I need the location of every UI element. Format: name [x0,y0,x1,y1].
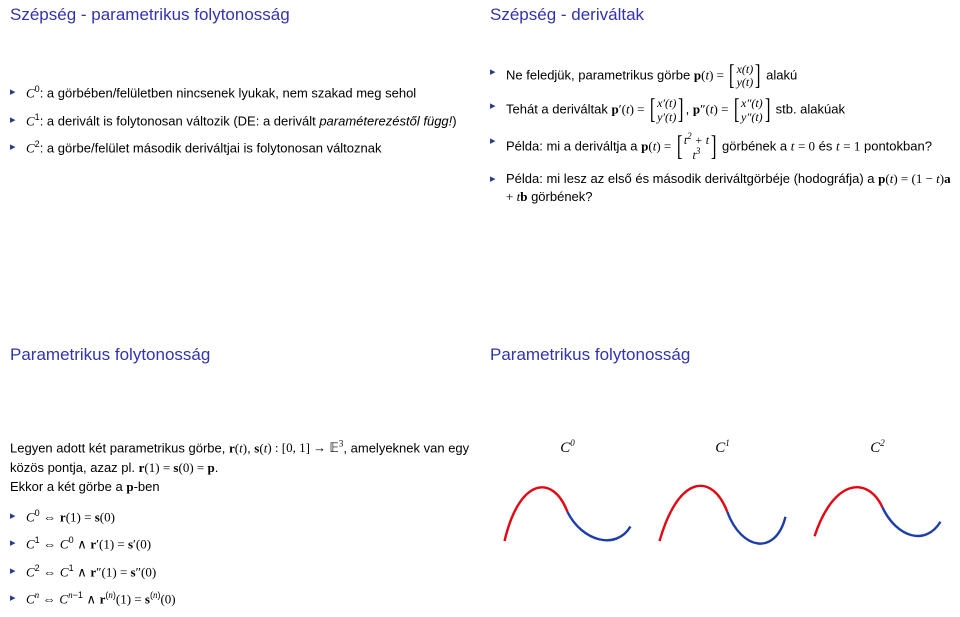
cond-cn: Cn ⇔ Cn−1 ∧ r(n)(1) = s(n)(0) [10,589,470,609]
curve-c2-blue [882,507,940,536]
cond-c1: C1 ⇔ C0 ∧ r′(1) = s′(0) [10,534,470,554]
panel-parametric-continuity-figs: Parametrikus folytonosság C0 C1 C2 [490,345,955,567]
curve-c1-blue [727,512,785,544]
intro-text: Legyen adott két parametrikus görbe, r(t… [10,438,470,497]
item-c2: C2: a görbe/felület második deriváltjai … [10,138,470,158]
curve-c1-red [660,486,728,541]
list-cn-conditions: C0 ⇔ r(1) = s(0) C1 ⇔ C0 ∧ r′(1) = s′(0)… [10,507,470,609]
curve-c0-blue [568,512,631,540]
item-example-1: Példa: mi a deriváltja a p(t) = [t2 + tt… [490,132,955,162]
heading-param-cont-l: Parametrikus folytonosság [10,345,470,365]
curve-c2 [800,457,955,567]
panel-continuity-beauty: Szépség - parametrikus folytonosság C0: … [10,5,470,166]
item-c0: C0: a görbében/felületben nincsenek lyuk… [10,83,470,103]
label-c2: C2 [800,438,955,457]
curves-row [490,457,955,567]
curve-c1 [645,457,800,567]
heading-continuity: Szépség - parametrikus folytonosság [10,5,470,25]
item-c1: C1: a derivált is folytonosan változik (… [10,111,470,131]
item-def-deriv: Tehát a deriváltak p′(t) = [x′(t)y′(t)],… [490,97,955,123]
curve-c2-red [815,487,883,536]
heading-derivatives: Szépség - deriváltak [490,5,955,25]
list-derivatives: Ne feledjük, parametrikus görbe p(t) = [… [490,63,955,207]
panel-derivatives: Szépség - deriváltak Ne feledjük, parame… [490,5,955,215]
curve-c0-red [505,487,568,541]
panel-parametric-continuity: Parametrikus folytonosság Legyen adott k… [10,345,470,617]
list-continuity: C0: a görbében/felületben nincsenek lyuk… [10,83,470,158]
curve-c0 [490,457,645,567]
label-c0: C0 [490,438,645,457]
item-def-p: Ne feledjük, parametrikus görbe p(t) = [… [490,63,955,89]
label-c1: C1 [645,438,800,457]
heading-param-cont-r: Parametrikus folytonosság [490,345,955,365]
curve-labels-row: C0 C1 C2 [490,438,955,457]
item-example-2: Példa: mi lesz az első és második derivá… [490,170,955,206]
cond-c2: C2 ⇔ C1 ∧ r″(1) = s″(0) [10,562,470,582]
cond-c0: C0 ⇔ r(1) = s(0) [10,507,470,527]
